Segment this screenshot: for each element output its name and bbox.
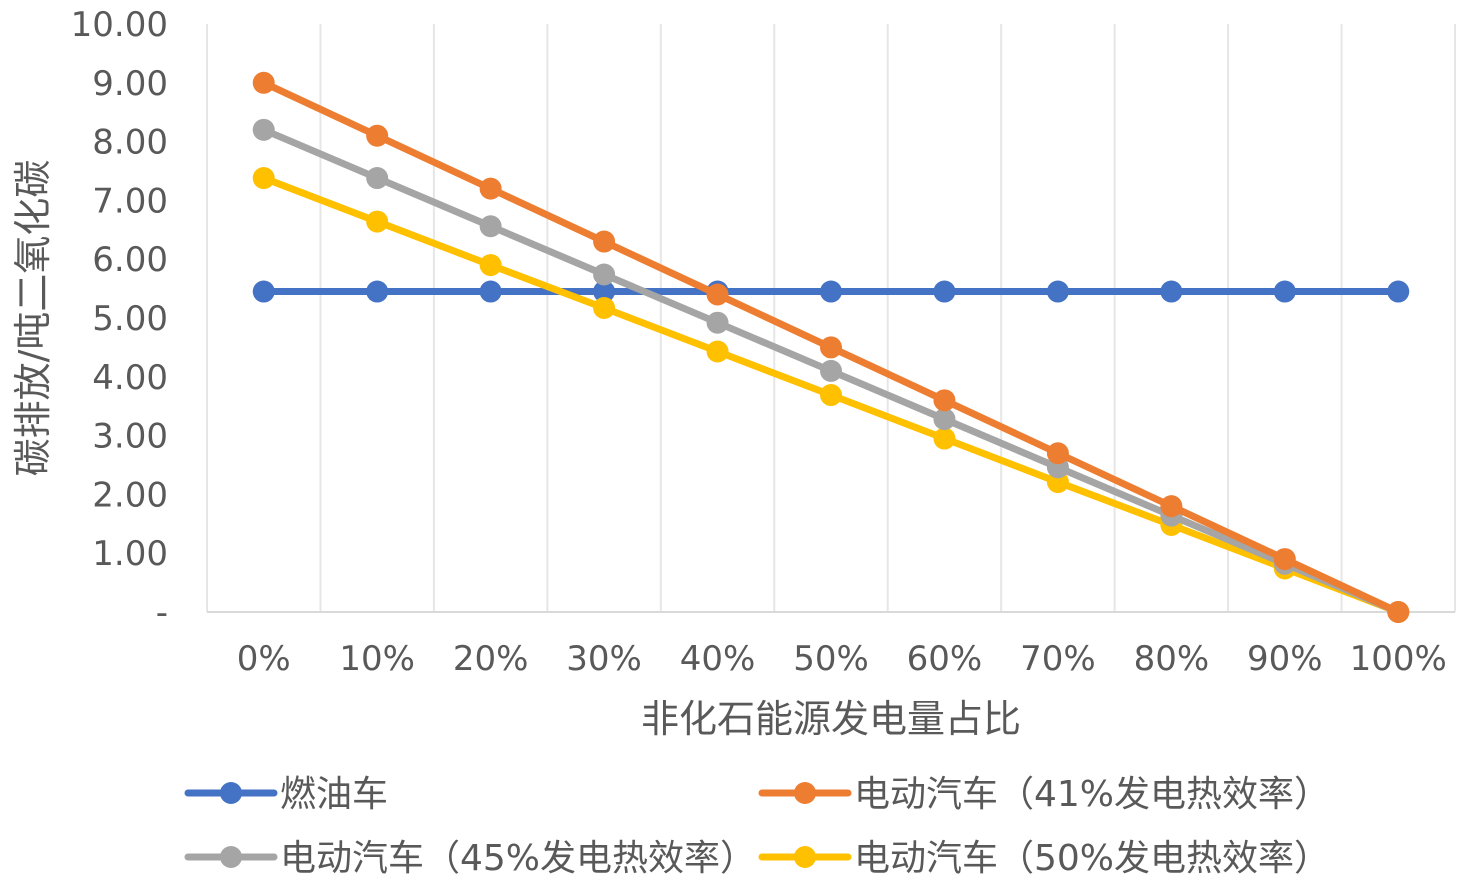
y-tick-label: 10.00 — [71, 5, 168, 45]
data-point — [479, 215, 502, 238]
x-tick-label: 100% — [1350, 639, 1447, 679]
y-tick-label: 4.00 — [92, 358, 168, 398]
legend-label: 电动汽车（41%发电热效率） — [854, 774, 1330, 815]
data-point — [1387, 601, 1410, 623]
data-point — [820, 384, 842, 407]
data-point — [820, 336, 842, 359]
series-2 — [252, 118, 1410, 623]
data-point — [933, 389, 956, 412]
legend-item-1: 电动汽车（41%发电热效率） — [758, 774, 1330, 815]
data-point — [479, 280, 502, 303]
legend-label: 电动汽车（45%发电热效率） — [280, 838, 756, 879]
legend-item-3: 电动汽车（50%发电热效率） — [758, 838, 1330, 879]
data-point — [593, 280, 616, 303]
x-tick-label: 20% — [453, 639, 529, 679]
data-point — [1160, 495, 1183, 518]
x-tick-label: 60% — [907, 639, 983, 679]
data-point — [933, 427, 956, 450]
gridlines — [206, 24, 1456, 612]
y-axis-title: 碳排放/吨二氧化碳 — [11, 160, 55, 477]
y-tick-label: 8.00 — [92, 123, 168, 163]
series-3 — [252, 167, 1410, 623]
data-point — [593, 230, 616, 253]
y-tick-label: 3.00 — [92, 417, 168, 457]
data-point — [1160, 280, 1183, 303]
legend-item-2: 电动汽车（45%发电热效率） — [184, 838, 756, 879]
data-point — [1387, 280, 1410, 303]
legend-swatch-marker — [220, 782, 242, 804]
data-point — [366, 167, 389, 190]
data-point — [479, 254, 502, 277]
data-point — [479, 177, 502, 200]
data-point — [1273, 280, 1296, 303]
x-tick-label: 50% — [793, 639, 869, 679]
data-point — [933, 280, 956, 303]
x-axis-ticks: 0% 10% 20% 30% 40% 50% 60% 70% 80% 90% 100% — [237, 639, 1447, 679]
data-point — [1046, 442, 1069, 465]
data-point — [366, 280, 389, 303]
data-point — [933, 408, 956, 431]
data-point — [820, 359, 842, 382]
series-group — [252, 71, 1410, 623]
data-point — [593, 297, 616, 320]
y-tick-label: 6.00 — [92, 240, 168, 280]
data-point — [706, 311, 729, 334]
x-tick-label: 80% — [1134, 639, 1210, 679]
y-tick-label: 2.00 — [92, 475, 168, 515]
y-tick-label: 9.00 — [92, 64, 168, 104]
data-point — [706, 283, 729, 306]
x-tick-label: 30% — [566, 639, 642, 679]
legend: 燃油车 电动汽车（41%发电热效率） 电动汽车（45%发电热效率） 电动汽车（50%发… — [184, 774, 1330, 879]
data-point — [366, 124, 389, 147]
x-tick-label: 70% — [1020, 639, 1096, 679]
data-point — [252, 71, 275, 94]
data-point — [706, 340, 729, 363]
legend-swatch-marker — [794, 846, 816, 868]
x-tick-label: 10% — [339, 639, 415, 679]
legend-swatch-marker — [220, 846, 242, 868]
data-point — [1046, 280, 1069, 303]
legend-swatch-marker — [794, 782, 816, 804]
x-tick-label: 40% — [680, 639, 756, 679]
data-point — [252, 118, 275, 141]
legend-item-0: 燃油车 — [184, 774, 388, 815]
data-point — [820, 280, 842, 303]
data-point — [593, 263, 616, 286]
x-axis-title: 非化石能源发电量占比 — [641, 697, 1021, 741]
data-point — [252, 280, 275, 303]
series-1 — [252, 71, 1410, 623]
legend-label: 燃油车 — [280, 774, 388, 815]
data-point — [366, 210, 389, 233]
series-0 — [252, 280, 1410, 303]
data-point — [1273, 548, 1296, 571]
x-tick-label: 0% — [237, 639, 291, 679]
y-tick-label: 7.00 — [92, 181, 168, 221]
legend-label: 电动汽车（50%发电热效率） — [854, 838, 1330, 879]
y-axis-ticks: - 1.00 2.00 3.00 4.00 5.00 6.00 7.00 8.00 9.00 10.… — [71, 5, 168, 633]
y-tick-label: - — [156, 593, 168, 633]
y-tick-label: 1.00 — [92, 534, 168, 574]
y-tick-label: 5.00 — [92, 299, 168, 339]
data-point — [252, 167, 275, 190]
x-tick-label: 90% — [1247, 639, 1323, 679]
